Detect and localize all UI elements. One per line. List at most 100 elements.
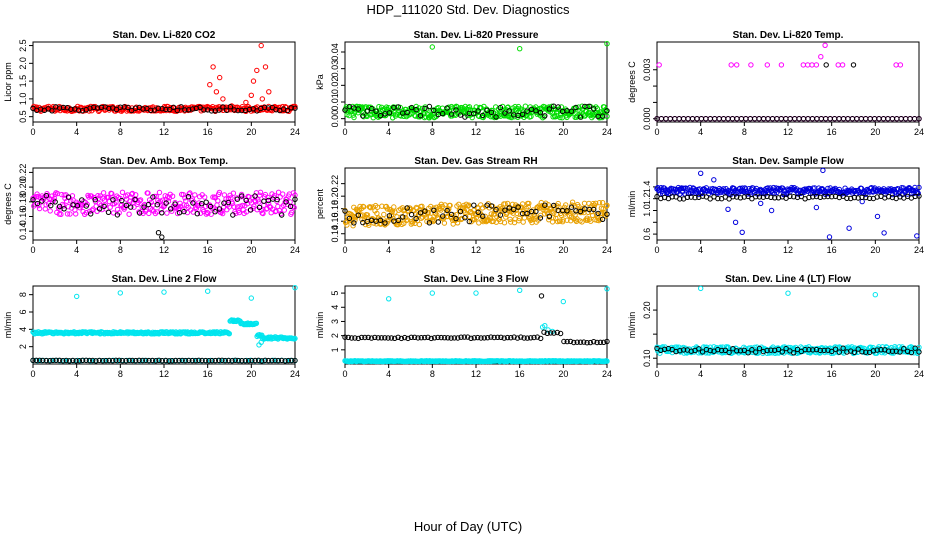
data-point (33, 357, 39, 364)
x-tick-label: 8 (742, 245, 747, 255)
data-point (435, 334, 441, 341)
data-point (364, 212, 371, 218)
y-tick-label: 0.5 (18, 110, 28, 123)
data-point (528, 335, 534, 341)
data-point (568, 204, 575, 210)
data-point (440, 110, 446, 117)
data-point (279, 212, 285, 218)
x-tick-label: 16 (515, 369, 525, 379)
data-point (848, 195, 854, 202)
data-point (726, 196, 732, 202)
data-point (462, 114, 468, 120)
data-point (564, 217, 570, 223)
data-point (101, 203, 107, 210)
data-point (182, 195, 188, 201)
data-point (117, 104, 124, 110)
data-point (207, 203, 214, 210)
data-points (654, 167, 922, 240)
data-point (287, 203, 294, 210)
data-point (866, 195, 873, 201)
data-point (364, 108, 370, 114)
data-point (870, 348, 877, 354)
data-points (30, 285, 298, 364)
data-point (46, 358, 53, 364)
data-point (538, 293, 545, 299)
data-point (155, 105, 162, 111)
data-point (355, 106, 361, 112)
data-point (604, 338, 610, 345)
data-point (262, 64, 269, 70)
data-point (283, 199, 289, 205)
data-point (65, 194, 72, 200)
data-point (431, 107, 437, 114)
data-point (73, 358, 79, 364)
data-point (421, 334, 428, 341)
data-point (103, 357, 109, 364)
data-point (99, 358, 106, 364)
data-point (172, 201, 178, 207)
data-point (502, 201, 508, 207)
data-point (676, 116, 682, 122)
data-point (373, 108, 379, 114)
data-point (863, 349, 869, 355)
x-tick-label: 4 (386, 245, 391, 255)
data-point (106, 105, 112, 112)
data-point (817, 347, 824, 354)
data-point (471, 202, 477, 208)
data-point (764, 347, 770, 354)
data-point (466, 202, 472, 208)
data-point (179, 357, 185, 364)
x-tick-label: 8 (430, 369, 435, 379)
data-point (372, 334, 378, 341)
data-point (411, 334, 418, 341)
data-point (429, 290, 436, 296)
x-tick-label: 16 (203, 127, 213, 137)
data-point (247, 207, 254, 213)
data-point (374, 210, 380, 217)
data-points (342, 199, 610, 229)
data-point (348, 335, 355, 341)
data-point (220, 210, 226, 217)
data-point (915, 190, 921, 196)
data-point (716, 116, 722, 122)
data-point (511, 334, 517, 340)
data-point (813, 204, 820, 211)
data-point (129, 107, 135, 114)
x-tick-label: 0 (30, 245, 35, 255)
data-point (136, 357, 142, 364)
data-point (827, 116, 833, 122)
data-point (164, 210, 170, 216)
data-point (863, 116, 869, 122)
data-point (703, 116, 709, 122)
data-point (522, 103, 529, 109)
data-point (279, 357, 285, 364)
y-tick-label: 0.20 (18, 178, 28, 196)
x-tick-label: 20 (870, 245, 880, 255)
x-tick-label: 0 (342, 369, 347, 379)
data-point (734, 116, 740, 122)
data-point (601, 339, 607, 346)
data-point (73, 211, 79, 217)
data-point (259, 358, 265, 364)
y-axis-label: degrees C (3, 183, 13, 225)
data-point (285, 357, 292, 364)
data-point (232, 357, 239, 364)
data-point (747, 116, 754, 122)
data-point (431, 205, 437, 211)
data-point (289, 209, 295, 216)
data-point (391, 204, 397, 210)
data-point (375, 335, 381, 341)
data-points (654, 42, 922, 122)
data-point (468, 335, 474, 342)
data-point (756, 345, 763, 352)
data-point (791, 194, 797, 200)
data-point (745, 350, 751, 356)
data-point (157, 198, 164, 204)
data-point (891, 186, 898, 193)
data-point (360, 113, 366, 119)
data-point (874, 194, 880, 200)
data-point (506, 205, 513, 211)
data-point (533, 108, 539, 114)
data-point (462, 215, 468, 221)
y-tick-label: 1.0 (642, 204, 652, 217)
